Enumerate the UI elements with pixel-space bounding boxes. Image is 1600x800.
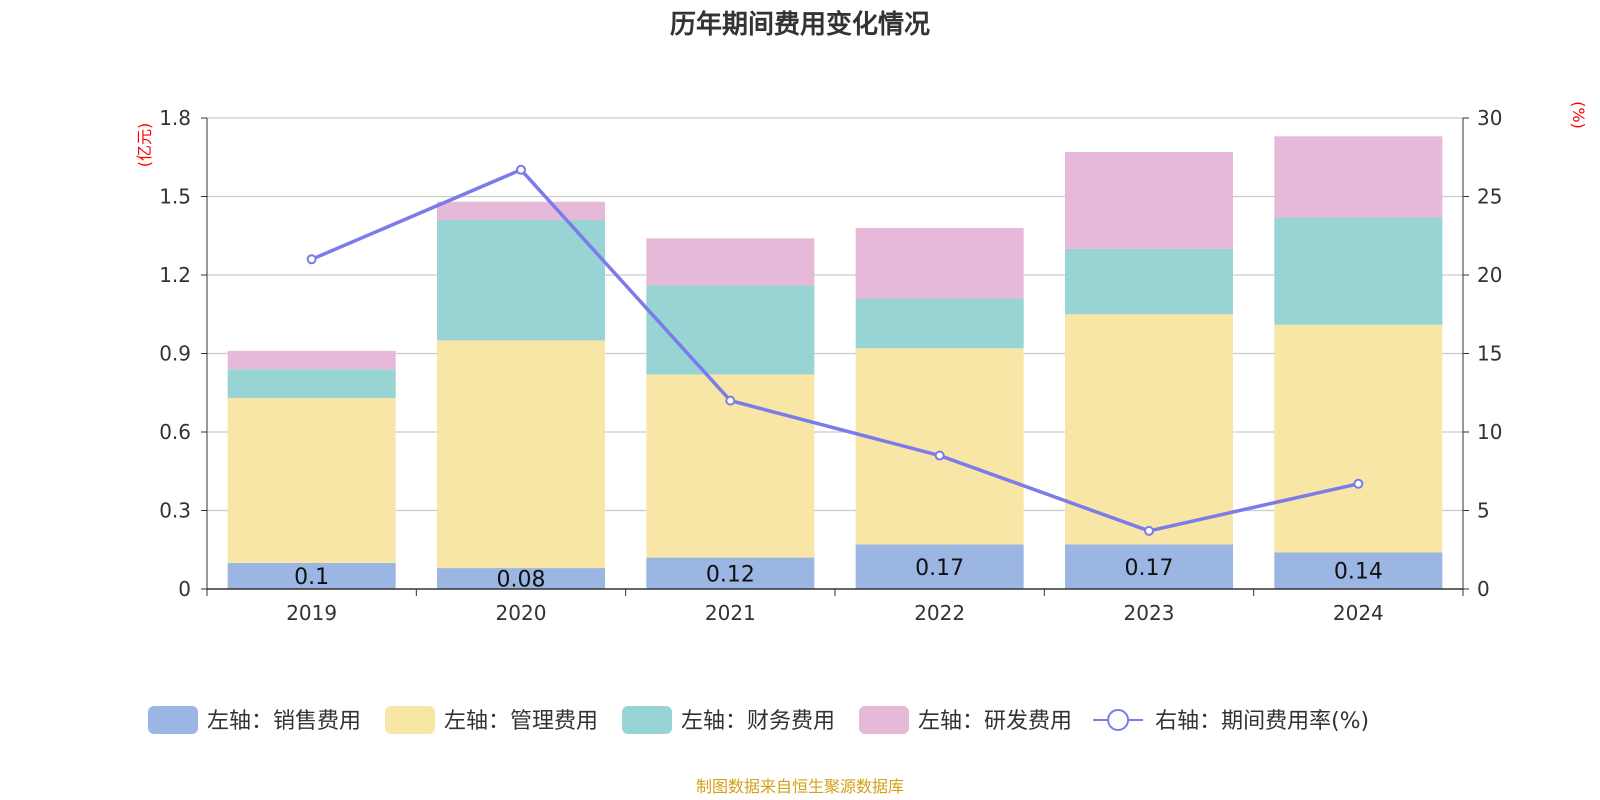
- left-axis-tick-label: 0.9: [159, 342, 191, 366]
- legend-item[interactable]: 右轴：期间费用率(%): [1093, 709, 1369, 734]
- legend-item[interactable]: 左轴：研发费用: [859, 706, 1072, 734]
- right-axis-tick-label: 30: [1477, 106, 1502, 130]
- rate-line: [306, 164, 1364, 536]
- grid-lines: [207, 117, 1463, 512]
- bar-segment: [437, 220, 605, 341]
- bar-segment: [227, 397, 396, 563]
- left-axis-tick-label: 0.6: [159, 420, 191, 444]
- rate-line-path: [310, 168, 1359, 533]
- bar-segment: [855, 227, 1024, 299]
- legend-marker: [1107, 709, 1130, 731]
- legend-item[interactable]: 左轴：管理费用: [385, 706, 598, 734]
- legend-swatch: [148, 706, 198, 734]
- right-axis-tick-label: 20: [1477, 263, 1502, 287]
- bar-segment: [1274, 136, 1443, 218]
- bar-data-label: 0.17: [915, 556, 964, 581]
- bar-segment: [227, 369, 396, 398]
- left-axis-tick-label: 1.5: [159, 185, 191, 209]
- legend[interactable]: 左轴：销售费用 左轴：管理费用 左轴：财务费用 左轴：研发费用 右轴：期间费用率(%): [148, 706, 1369, 734]
- bar-segment: [1274, 552, 1443, 589]
- legend-label: 左轴：研发费用: [918, 709, 1072, 734]
- bar-segment: [646, 557, 815, 589]
- bar-data-label: 0.12: [706, 562, 755, 587]
- bar-segment: [646, 285, 815, 375]
- bar-segment: [437, 340, 605, 569]
- legend-label: 左轴：财务费用: [681, 709, 835, 734]
- right-axis-tick-label: 10: [1477, 420, 1502, 444]
- bar-data-label: 0.1: [294, 565, 329, 590]
- legend-swatch: [622, 706, 673, 734]
- bar-segment: [1065, 248, 1233, 315]
- legend-swatch: [385, 706, 436, 734]
- bar-data-label: 0.17: [1125, 556, 1174, 581]
- bar-segment: [1065, 152, 1233, 249]
- chart-title: 历年期间费用变化情况: [670, 9, 930, 40]
- bar-segment: [1065, 314, 1233, 545]
- x-axis-tick-label: 2021: [705, 601, 756, 625]
- legend-swatch: [859, 706, 910, 734]
- bar-segment: [855, 348, 1024, 545]
- left-axis-tick-label: 0: [178, 577, 191, 601]
- bar-segment: [227, 562, 396, 589]
- bar-segment: [227, 350, 396, 370]
- x-axis-tick-label: 2023: [1124, 601, 1175, 625]
- rate-point: [1353, 478, 1364, 489]
- x-axis-tick-label: 2019: [286, 601, 337, 625]
- legend-label: 左轴：管理费用: [444, 709, 598, 734]
- bar-segment: [1274, 324, 1443, 553]
- right-axis-tick-label: 5: [1477, 499, 1490, 523]
- legend-label: 左轴：销售费用: [207, 709, 361, 734]
- source-note: 制图数据来自恒生聚源数据库: [696, 777, 904, 796]
- left-axis-tick-label: 1.2: [159, 263, 191, 287]
- rate-point: [934, 450, 945, 461]
- left-axis-tick-label: 1.8: [159, 106, 191, 130]
- legend-label: 右轴：期间费用率(%): [1155, 709, 1369, 734]
- legend-item[interactable]: 左轴：销售费用: [148, 706, 361, 734]
- bar-segment: [855, 544, 1024, 589]
- rate-point: [306, 254, 317, 265]
- bars: [227, 136, 1443, 589]
- x-axis-tick-label: 2020: [496, 601, 547, 625]
- left-axis-tick-label: 0.3: [159, 499, 191, 523]
- bar-data-label: 0.14: [1334, 560, 1383, 585]
- bar-segment: [1274, 217, 1443, 325]
- bar-segment: [1065, 544, 1233, 589]
- right-axis-unit: (%): [1569, 101, 1588, 129]
- bar-segment: [855, 298, 1024, 349]
- legend-item[interactable]: 左轴：财务费用: [622, 706, 835, 734]
- axes: 0 0.3 0.6 0.9 1.2 1.5 1.8 0 5 10 15 20 25 30 2019 2020 2…: [159, 106, 1502, 625]
- rate-point: [516, 164, 526, 175]
- right-axis-tick-label: 0: [1477, 577, 1490, 601]
- right-axis-tick-label: 25: [1477, 185, 1502, 209]
- bar-segment: [437, 568, 605, 589]
- rate-point: [1144, 525, 1154, 536]
- x-axis-tick-label: 2022: [914, 601, 965, 625]
- right-axis-tick-label: 15: [1477, 342, 1502, 366]
- rate-point: [725, 395, 736, 406]
- bar-segment: [646, 238, 815, 286]
- bar-segment: [437, 201, 605, 221]
- left-axis-unit: (亿元): [135, 123, 154, 168]
- x-axis-tick-label: 2024: [1333, 601, 1384, 625]
